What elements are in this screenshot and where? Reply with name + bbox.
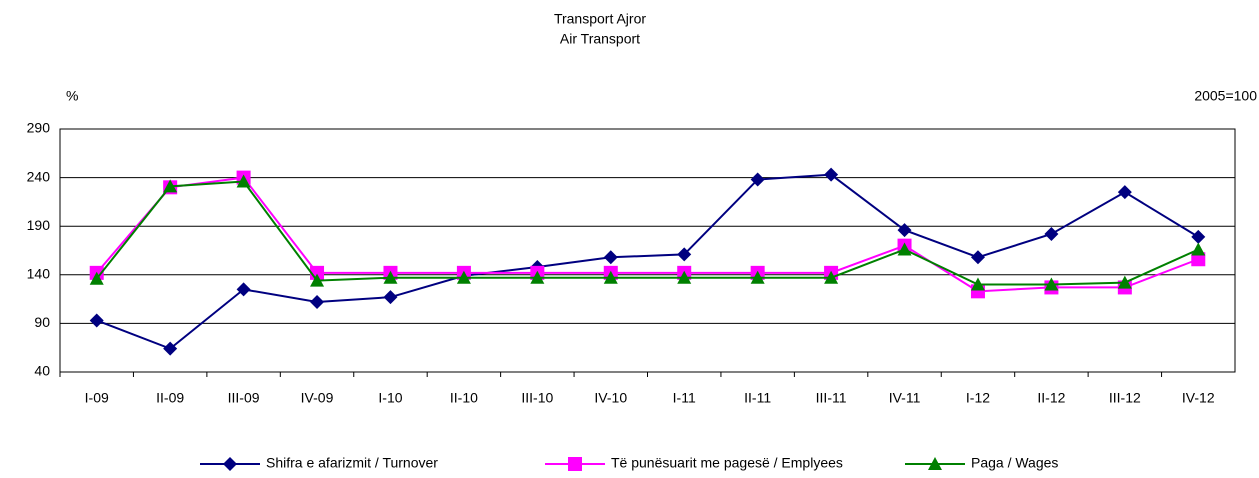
point [1044,277,1059,291]
y-axis-label: % [66,88,78,104]
y-tick-label: 240 [27,168,51,184]
point [1117,185,1132,200]
point [236,174,251,188]
x-tick-label: II-10 [450,390,478,406]
point [530,270,545,284]
y-tick-label: 290 [27,120,51,136]
point [383,270,398,284]
point [897,242,912,256]
legend-label: Të punësuarit me pagesë / Emplyees [611,455,843,471]
x-tick-label: III-10 [521,390,553,406]
x-tick-label: I-10 [378,390,402,406]
legend-marker [568,457,582,471]
point [163,179,178,193]
point [236,282,251,297]
y-tick-label: 140 [27,266,51,282]
legend-marker [928,457,942,470]
point [824,270,839,284]
point [310,273,325,287]
x-tick-label: I-11 [673,390,696,406]
y-tick-label: 190 [27,217,51,233]
point [456,270,471,284]
x-tick-label: II-11 [744,390,771,406]
legend-label: Shifra e afarizmit / Turnover [266,455,438,471]
point [1191,252,1206,267]
series-line [95,180,1199,286]
point [970,277,985,291]
x-tick-label: IV-12 [1182,390,1215,406]
plot-frame [59,128,1236,373]
point [1044,226,1059,241]
point [89,313,104,328]
point [603,270,618,284]
chart-title: Transport Ajror [554,11,646,27]
x-tick-label: IV-10 [594,390,627,406]
point [677,247,692,262]
series-line [95,176,1199,293]
legend-label: Paga / Wages [971,455,1058,471]
point [1117,275,1132,289]
x-tick-label: III-12 [1109,390,1141,406]
point [383,290,398,305]
point [897,223,912,238]
x-tick-label: III-11 [816,390,847,406]
x-tick-label: I-12 [966,390,990,406]
point [310,295,325,310]
chart-subtitle: Air Transport [560,31,640,47]
point [603,250,618,265]
point [89,271,104,285]
x-tick-label: III-09 [228,390,260,406]
point [677,270,692,284]
point [970,250,985,265]
point [1191,229,1206,244]
x-tick-label: IV-09 [301,390,334,406]
x-tick-label: I-09 [85,390,109,406]
point [750,270,765,284]
point [163,341,178,356]
point [824,167,839,182]
point [750,172,765,187]
legend-marker [223,457,237,471]
y-tick-label: 40 [34,363,50,379]
y-tick-label: 90 [34,314,50,330]
x-tick-label: II-09 [156,390,184,406]
annotation: 2005=100 [1194,88,1257,104]
point [1191,242,1206,256]
x-tick-label: II-12 [1037,390,1065,406]
series-line [96,173,1199,350]
x-tick-label: IV-11 [889,390,921,406]
